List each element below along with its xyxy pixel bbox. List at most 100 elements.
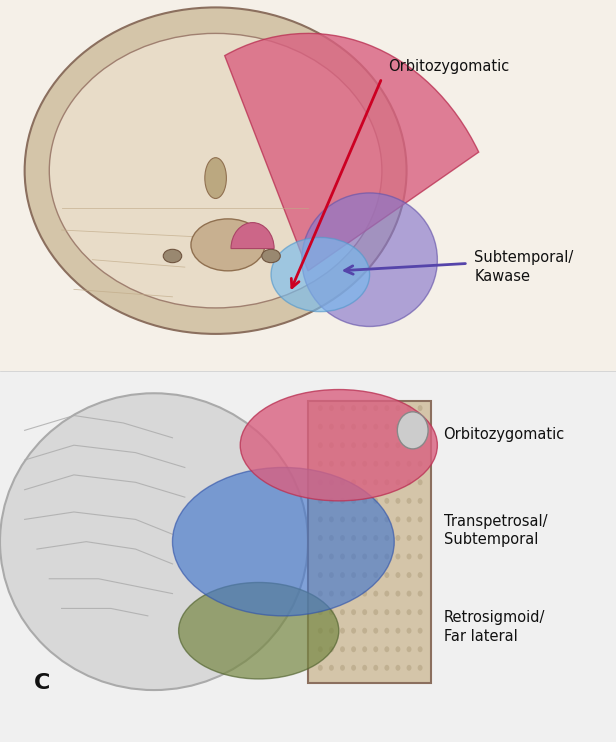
Circle shape [351, 572, 356, 578]
Circle shape [384, 609, 389, 615]
Circle shape [407, 646, 411, 652]
Circle shape [395, 442, 400, 448]
Circle shape [318, 442, 323, 448]
Circle shape [340, 554, 345, 559]
Circle shape [318, 554, 323, 559]
Circle shape [362, 424, 367, 430]
Circle shape [373, 498, 378, 504]
Circle shape [362, 628, 367, 634]
Circle shape [418, 535, 423, 541]
Circle shape [407, 479, 411, 485]
Circle shape [384, 461, 389, 467]
Circle shape [329, 628, 334, 634]
Circle shape [329, 498, 334, 504]
Circle shape [340, 665, 345, 671]
Circle shape [362, 665, 367, 671]
Circle shape [418, 516, 423, 522]
Circle shape [329, 405, 334, 411]
Circle shape [362, 591, 367, 597]
Circle shape [329, 554, 334, 559]
Circle shape [407, 609, 411, 615]
Circle shape [329, 646, 334, 652]
Circle shape [329, 572, 334, 578]
Circle shape [351, 442, 356, 448]
Circle shape [362, 498, 367, 504]
Circle shape [373, 516, 378, 522]
Bar [0, 0, 616, 371]
Ellipse shape [262, 249, 280, 263]
Text: Subtemporal/
Kawase: Subtemporal/ Kawase [474, 250, 573, 284]
Circle shape [362, 479, 367, 485]
Circle shape [395, 498, 400, 504]
Circle shape [318, 609, 323, 615]
Circle shape [407, 665, 411, 671]
Circle shape [407, 461, 411, 467]
Circle shape [351, 516, 356, 522]
Circle shape [395, 646, 400, 652]
Circle shape [329, 665, 334, 671]
Circle shape [362, 535, 367, 541]
Circle shape [384, 535, 389, 541]
Circle shape [351, 405, 356, 411]
Circle shape [395, 609, 400, 615]
Circle shape [418, 461, 423, 467]
Ellipse shape [205, 158, 227, 198]
Circle shape [395, 424, 400, 430]
Circle shape [318, 479, 323, 485]
Bar [0, 371, 616, 742]
Circle shape [373, 591, 378, 597]
Circle shape [340, 646, 345, 652]
Circle shape [318, 628, 323, 634]
Circle shape [384, 665, 389, 671]
Circle shape [340, 479, 345, 485]
Circle shape [373, 479, 378, 485]
Circle shape [395, 516, 400, 522]
Ellipse shape [271, 237, 370, 312]
Wedge shape [225, 33, 479, 271]
Circle shape [351, 554, 356, 559]
Circle shape [351, 535, 356, 541]
Circle shape [340, 442, 345, 448]
Circle shape [373, 442, 378, 448]
Circle shape [318, 665, 323, 671]
Circle shape [384, 498, 389, 504]
Circle shape [407, 535, 411, 541]
Circle shape [318, 461, 323, 467]
Circle shape [329, 535, 334, 541]
Circle shape [373, 461, 378, 467]
Circle shape [362, 442, 367, 448]
Ellipse shape [179, 582, 339, 679]
Circle shape [362, 405, 367, 411]
Circle shape [418, 591, 423, 597]
Circle shape [318, 405, 323, 411]
Circle shape [384, 479, 389, 485]
Circle shape [407, 554, 411, 559]
Circle shape [362, 609, 367, 615]
Circle shape [395, 405, 400, 411]
Circle shape [318, 516, 323, 522]
Circle shape [384, 516, 389, 522]
Ellipse shape [163, 249, 182, 263]
Circle shape [318, 424, 323, 430]
Circle shape [395, 628, 400, 634]
Circle shape [373, 424, 378, 430]
Circle shape [340, 516, 345, 522]
Circle shape [329, 424, 334, 430]
Circle shape [407, 498, 411, 504]
Circle shape [373, 554, 378, 559]
Circle shape [418, 628, 423, 634]
Circle shape [351, 498, 356, 504]
Text: Orbitozygomatic: Orbitozygomatic [444, 427, 565, 441]
Text: Transpetrosal/
Subtemporal: Transpetrosal/ Subtemporal [444, 513, 547, 548]
Circle shape [373, 646, 378, 652]
Circle shape [384, 591, 389, 597]
Circle shape [418, 554, 423, 559]
Ellipse shape [191, 219, 265, 271]
Circle shape [340, 424, 345, 430]
Circle shape [329, 461, 334, 467]
Circle shape [329, 479, 334, 485]
Circle shape [373, 535, 378, 541]
Circle shape [340, 609, 345, 615]
Circle shape [384, 646, 389, 652]
Circle shape [351, 424, 356, 430]
